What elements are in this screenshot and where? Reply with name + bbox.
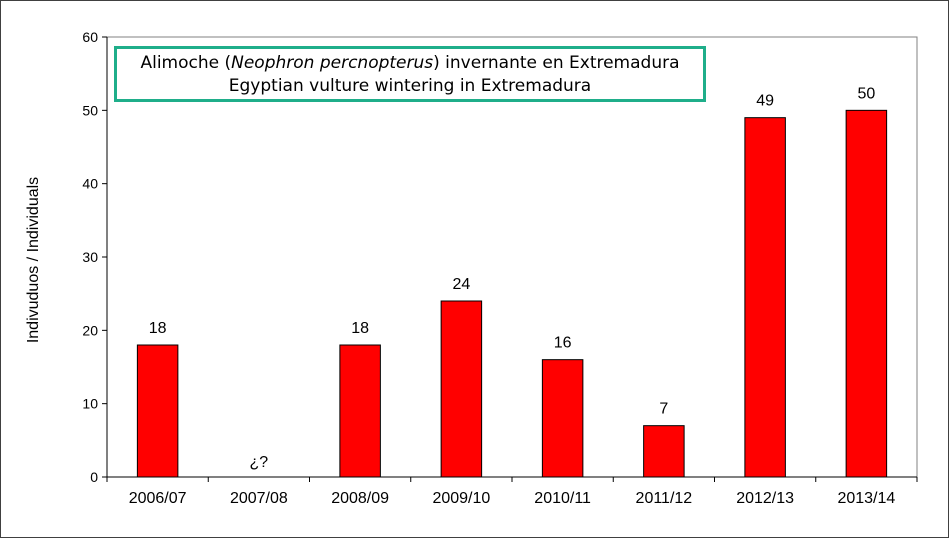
title-suffix: ) invernante en Extremadura [433, 53, 680, 73]
y-tick-label: 20 [82, 322, 98, 338]
y-tick-label: 50 [82, 102, 98, 118]
data-label: ¿? [250, 454, 269, 471]
x-tick-label: 2013/14 [837, 490, 895, 507]
data-label: 7 [659, 401, 668, 418]
y-axis-label: Indivuduos / Individuals [25, 177, 42, 343]
y-tick-label: 60 [82, 29, 98, 45]
x-tick-label: 2009/10 [432, 490, 490, 507]
bar [845, 109, 888, 478]
x-tick-label: 2010/11 [534, 490, 591, 507]
y-tick-label: 10 [82, 396, 98, 412]
data-label: 49 [756, 93, 774, 110]
x-tick-label: 2012/13 [736, 490, 794, 507]
y-tick-label: 30 [82, 249, 98, 265]
bar [541, 359, 584, 478]
bar [339, 344, 381, 478]
y-tick-label: 40 [82, 176, 98, 192]
data-label: 18 [149, 320, 167, 337]
data-label: 24 [452, 276, 470, 293]
data-label: 16 [554, 335, 572, 352]
title-prefix: Alimoche ( [140, 53, 232, 73]
chart-title: Alimoche (Neophron percnopterus) inverna… [114, 46, 706, 102]
chart-title-line-2: Egyptian vulture wintering in Extremadur… [228, 76, 592, 96]
bars [136, 109, 888, 478]
bar [643, 425, 685, 478]
title-species-name: Neophron percnopterus [231, 53, 434, 73]
x-tick-label: 2006/07 [129, 490, 187, 507]
data-label: 50 [857, 85, 875, 102]
x-tick-label: 2008/09 [331, 490, 389, 507]
axes: 0 10 20 30 40 50 60 2006/07 2007/08 2008/09 2009/1… [82, 29, 918, 507]
data-labels: 18 ¿? 18 24 16 7 49 50 [149, 85, 876, 471]
chart-title-line-1: Alimoche (Neophron percnopterus) inverna… [117, 52, 703, 75]
plot-area [106, 36, 918, 478]
x-tick-label: 2007/08 [230, 490, 288, 507]
y-tick-label: 0 [90, 469, 98, 485]
bar [136, 344, 179, 478]
bar [440, 300, 483, 478]
x-tick-label: 2011/12 [636, 490, 693, 507]
data-label: 18 [351, 320, 369, 337]
bar [744, 117, 786, 478]
